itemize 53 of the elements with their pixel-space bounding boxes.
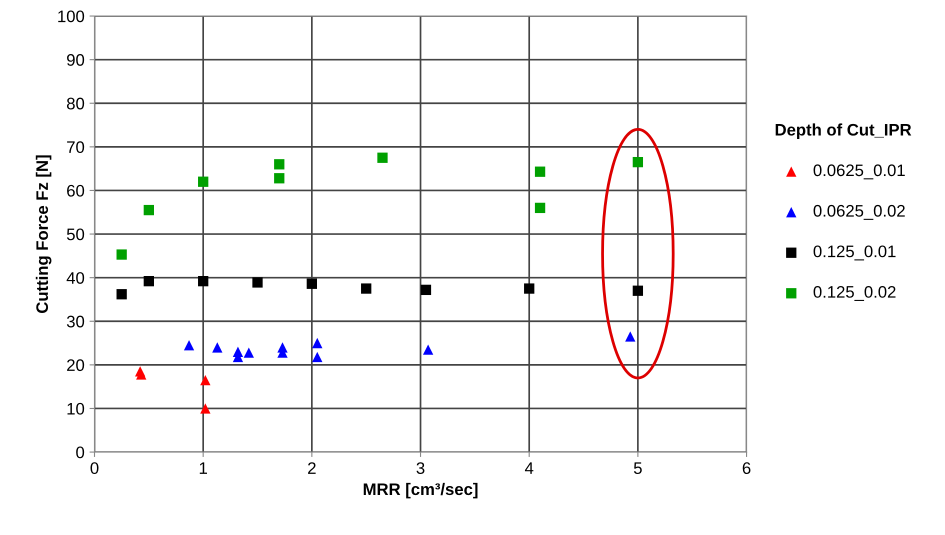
legend-label: 0.0625_0.02 — [814, 204, 905, 220]
x-tick-label: 1 — [200, 462, 207, 474]
point — [198, 276, 208, 286]
point — [361, 283, 372, 294]
point — [184, 340, 194, 350]
point — [420, 284, 432, 296]
point — [632, 286, 644, 296]
point — [144, 204, 154, 216]
y-tick-label: 90 — [67, 54, 84, 66]
point — [534, 202, 546, 214]
x-axis-title: MRR [cm³/sec] — [364, 482, 478, 498]
point — [422, 344, 434, 355]
y-axis-title: Cutting Force Fz [N] — [36, 155, 52, 313]
point — [306, 278, 317, 289]
x-tick-label: 5 — [634, 462, 642, 474]
y-tick-label: 30 — [66, 316, 84, 328]
x-tick-label: 2 — [308, 462, 316, 474]
x-tick-label: 0 — [90, 462, 98, 474]
point — [200, 403, 210, 414]
point — [534, 166, 546, 177]
point — [312, 352, 322, 362]
point — [312, 338, 322, 348]
legend-label: 0.0625_0.01 — [814, 164, 905, 180]
point — [116, 249, 127, 260]
point — [274, 159, 284, 170]
y-tick-label: 100 — [58, 10, 84, 22]
y-tick-label: 50 — [66, 228, 84, 240]
point — [524, 283, 534, 294]
point — [274, 173, 284, 184]
point — [212, 342, 222, 353]
point — [625, 331, 636, 342]
legend-label: 0.125_0.02 — [814, 286, 896, 301]
point — [144, 276, 154, 286]
point — [377, 152, 388, 163]
point — [632, 156, 644, 168]
x-tick-label: 3 — [416, 462, 424, 474]
y-tick-label: 70 — [67, 141, 84, 154]
point — [244, 348, 254, 358]
point — [116, 289, 127, 300]
point — [198, 176, 208, 187]
y-tick-label: 60 — [67, 184, 84, 197]
y-tick-label: 40 — [66, 272, 84, 284]
point — [200, 374, 210, 386]
y-tick-label: 10 — [68, 402, 84, 415]
x-tick-label: 6 — [742, 462, 750, 474]
legend-label: 0.125_0.01 — [814, 245, 896, 260]
point — [252, 277, 263, 288]
point — [232, 346, 244, 357]
y-tick-label: 0 — [76, 446, 84, 458]
y-tick-label: 20 — [67, 359, 84, 372]
legend-title: Depth of Cut_IPR — [776, 123, 912, 139]
x-tick-label: 4 — [524, 462, 534, 474]
y-tick-label: 80 — [66, 98, 84, 110]
